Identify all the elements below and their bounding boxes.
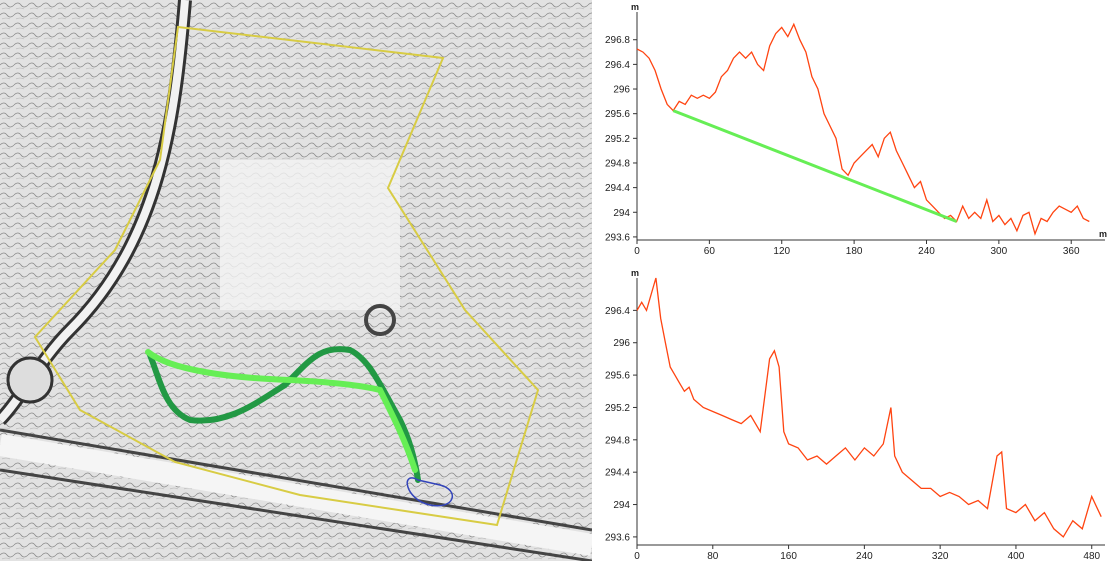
y-tick-label: 295.6: [605, 109, 630, 120]
y-tick-label: 294.4: [605, 468, 630, 479]
y-tick-label: 294.8: [605, 158, 630, 169]
x-tick-label: 0: [634, 551, 640, 561]
y-tick-label: 296.8: [605, 35, 630, 46]
x-tick-label: 400: [1008, 551, 1025, 561]
y-tick-label: 294: [613, 500, 630, 511]
y-axis-label: m: [631, 268, 639, 278]
profiles: 293.6 294 294.4 294.8 295.2 295.6 296 296.4 296.…: [592, 0, 1108, 561]
x-tick-label: 240: [918, 246, 935, 257]
y-tick-label: 296.4: [605, 60, 630, 71]
profile-line: [637, 278, 1101, 537]
flat-area: [220, 160, 400, 310]
x-tick-label: 120: [773, 246, 790, 257]
y-tick-label: 293.6: [605, 232, 630, 243]
y-tick-label: 295.2: [605, 403, 630, 414]
x-tick-label: 80: [707, 551, 719, 561]
x-tick-label: 240: [856, 551, 873, 561]
y-tick-label: 296.4: [605, 306, 630, 317]
x-tick-label: 160: [780, 551, 797, 561]
y-tick-label: 295.6: [605, 371, 630, 382]
app: 293.6 294 294.4 294.8 295.2 295.6 296 296.4 296.…: [0, 0, 1108, 561]
y-tick-label: 294.4: [605, 183, 630, 194]
y-tick-label: 296: [613, 85, 630, 96]
profile-line: [673, 111, 956, 222]
x-tick-label: 360: [1063, 246, 1080, 257]
y-tick-label: 293.6: [605, 532, 630, 543]
x-tick-label: 0: [634, 246, 640, 257]
profile-line: [637, 24, 1089, 234]
y-tick-label: 296: [613, 338, 630, 349]
y-tick-label: 294.8: [605, 435, 630, 446]
x-axis-label: m: [1099, 229, 1107, 239]
x-tick-label: 60: [704, 246, 716, 257]
y-tick-label: 295.2: [605, 134, 630, 145]
y-axis-label: m: [631, 2, 639, 12]
roundabout: [8, 358, 52, 402]
x-tick-label: 480: [1083, 551, 1100, 561]
x-tick-label: 180: [846, 246, 863, 257]
map[interactable]: [0, 0, 592, 561]
y-tick-label: 294: [613, 208, 630, 219]
x-tick-label: 300: [991, 246, 1008, 257]
x-tick-label: 320: [932, 551, 949, 561]
